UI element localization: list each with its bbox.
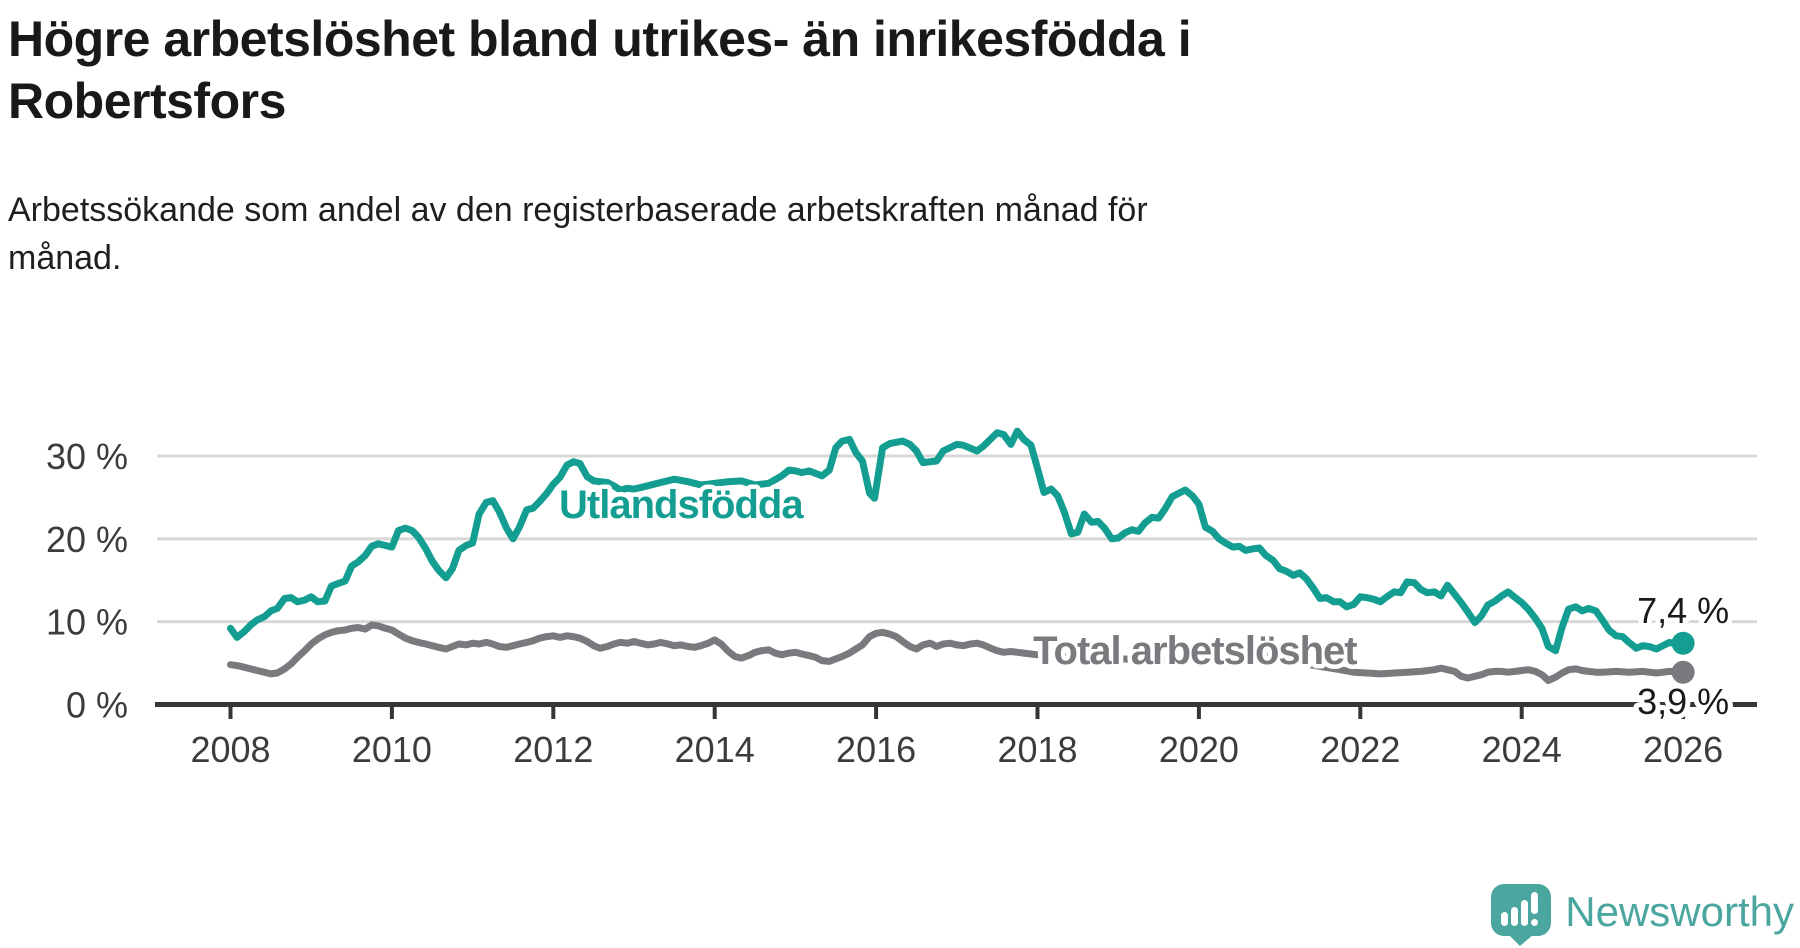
x-tick-label: 2026: [1643, 729, 1723, 770]
x-tick-label: 2010: [352, 729, 432, 770]
chart-subtitle-line-2: månad.: [8, 239, 122, 278]
x-tick-label: 2016: [836, 729, 916, 770]
x-tick-label: 2018: [997, 729, 1077, 770]
x-tick-label: 2014: [675, 729, 755, 770]
page-title-line-1: Högre arbetslöshet bland utrikes- än inr…: [8, 11, 1192, 67]
newsworthy-speech-bubble-bar-chart-icon: [1491, 884, 1552, 946]
series-line: [227, 427, 1687, 655]
page-title-line-2: Robertsfors: [8, 73, 286, 129]
y-tick-label: 10 %: [46, 602, 128, 643]
series-end-value-label: 3,9 %: [1637, 681, 1729, 722]
chart-subtitle: Arbetssökande som andel av den registerb…: [8, 186, 1148, 283]
chart-subtitle-line-1: Arbetssökande som andel av den registerb…: [8, 191, 1148, 229]
y-tick-label: 30 %: [46, 436, 128, 477]
series-end-dot: [1671, 631, 1695, 655]
series-line: [227, 621, 1687, 684]
newsworthy-wordmark: Newsworthy: [1565, 888, 1794, 935]
y-tick-label: 0 %: [66, 685, 128, 726]
x-tick-label: 2008: [190, 729, 270, 770]
x-tick-label: 2020: [1159, 729, 1239, 770]
page-title: Högre arbetslöshet bland utrikes- än inr…: [8, 8, 1192, 132]
newsworthy-branding: Newsworthy: [1491, 884, 1794, 946]
x-tick-label: 2012: [513, 729, 593, 770]
y-tick-label: 20 %: [46, 519, 128, 560]
series-inline-label: Total arbetslöshet: [1033, 629, 1357, 673]
series-end-value-label: 7,4 %: [1637, 590, 1729, 631]
series-end-dot: [1671, 660, 1695, 684]
x-tick-label: 2022: [1320, 729, 1400, 770]
x-tick-label: 2024: [1482, 729, 1562, 770]
series-inline-label: Utlandsfödda: [559, 483, 804, 527]
